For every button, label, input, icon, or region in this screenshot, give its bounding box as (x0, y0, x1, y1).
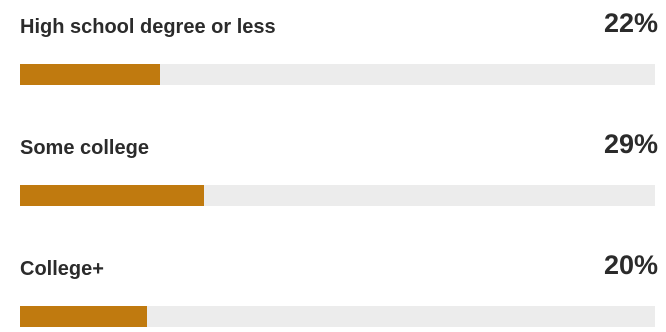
bar-row: College+ 20% (0, 242, 666, 332)
bar (20, 306, 147, 327)
bar-track (20, 306, 655, 327)
value-label: 20% (603, 250, 658, 280)
bar (20, 185, 205, 206)
bar-row: Some college 29% (0, 121, 666, 211)
category-label: High school degree or less (20, 16, 276, 38)
category-label: Some college (20, 137, 149, 159)
value-label: 29% (603, 129, 658, 159)
bar-track (20, 64, 655, 85)
bar-track (20, 185, 655, 206)
bar-row: High school degree or less 22% (0, 0, 666, 90)
bar (20, 64, 160, 85)
category-label: College+ (20, 258, 104, 280)
value-label: 22% (603, 8, 658, 38)
